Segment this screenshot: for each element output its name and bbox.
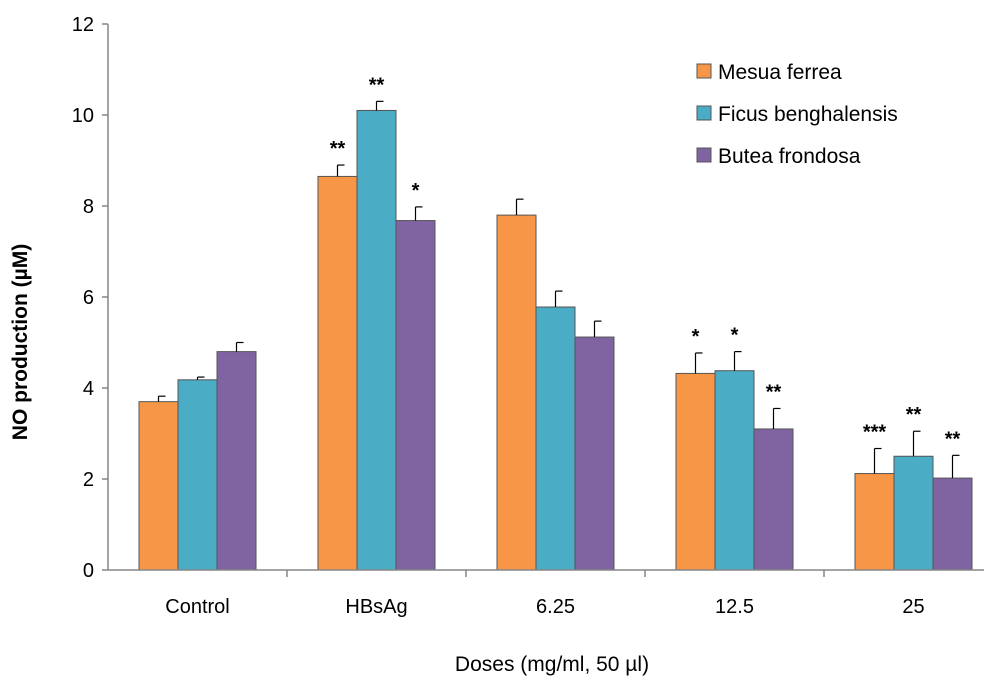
bar <box>535 306 576 571</box>
bars-layer <box>138 100 973 571</box>
bar <box>317 175 358 571</box>
significance-label: ** <box>945 428 961 450</box>
x-axis-title: Doses (mg/ml, 50 µl) <box>455 653 649 676</box>
y-tick-label: 6 <box>83 287 94 309</box>
bar <box>177 379 218 571</box>
legend-label: Mesua ferrea <box>718 61 842 84</box>
y-axis-title: NO production (µM) <box>9 244 32 440</box>
significance-label: ** <box>906 404 922 426</box>
significance-label: ** <box>766 381 782 403</box>
labels-layer: **************** <box>330 74 961 450</box>
y-tick-label: 0 <box>83 560 94 582</box>
significance-label: ** <box>369 74 385 96</box>
significance-label: *** <box>863 422 887 444</box>
bar <box>574 336 615 571</box>
bar <box>395 220 436 571</box>
legend-label: Ficus benghalensis <box>718 103 898 126</box>
bar <box>714 370 755 571</box>
bar <box>138 401 179 571</box>
significance-label: * <box>692 326 700 348</box>
y-tick-label: 10 <box>72 105 94 127</box>
legend-swatch <box>696 147 712 163</box>
bar <box>496 214 537 571</box>
bar <box>675 372 716 571</box>
bar <box>216 351 257 571</box>
y-tick-label: 4 <box>83 378 94 400</box>
y-tick-label: 8 <box>83 196 94 218</box>
bar <box>854 473 895 571</box>
bar <box>753 428 794 571</box>
legend-swatch <box>696 105 712 121</box>
ticks-layer: 0 2 4 6 8 10 12 Control HBsAg 6.25 12.5 25 <box>72 14 925 618</box>
y-tick-label: 2 <box>83 469 94 491</box>
x-tick-label: Control <box>165 596 229 618</box>
x-tick-label: 6.25 <box>536 596 575 618</box>
significance-label: * <box>412 180 420 202</box>
significance-label: ** <box>330 138 346 160</box>
bar <box>932 477 973 571</box>
x-tick-label: HBsAg <box>345 596 407 618</box>
x-tick-label: 12.5 <box>715 596 754 618</box>
legend-swatch <box>696 63 712 79</box>
bar <box>356 109 397 571</box>
significance-label: * <box>731 325 739 347</box>
legend-label: Butea frondosa <box>718 145 861 168</box>
y-tick-label: 12 <box>72 14 94 36</box>
x-tick-label: 25 <box>902 596 924 618</box>
legend: Mesua ferrea Ficus benghalensis Butea fron… <box>696 61 898 168</box>
bar <box>893 455 934 571</box>
